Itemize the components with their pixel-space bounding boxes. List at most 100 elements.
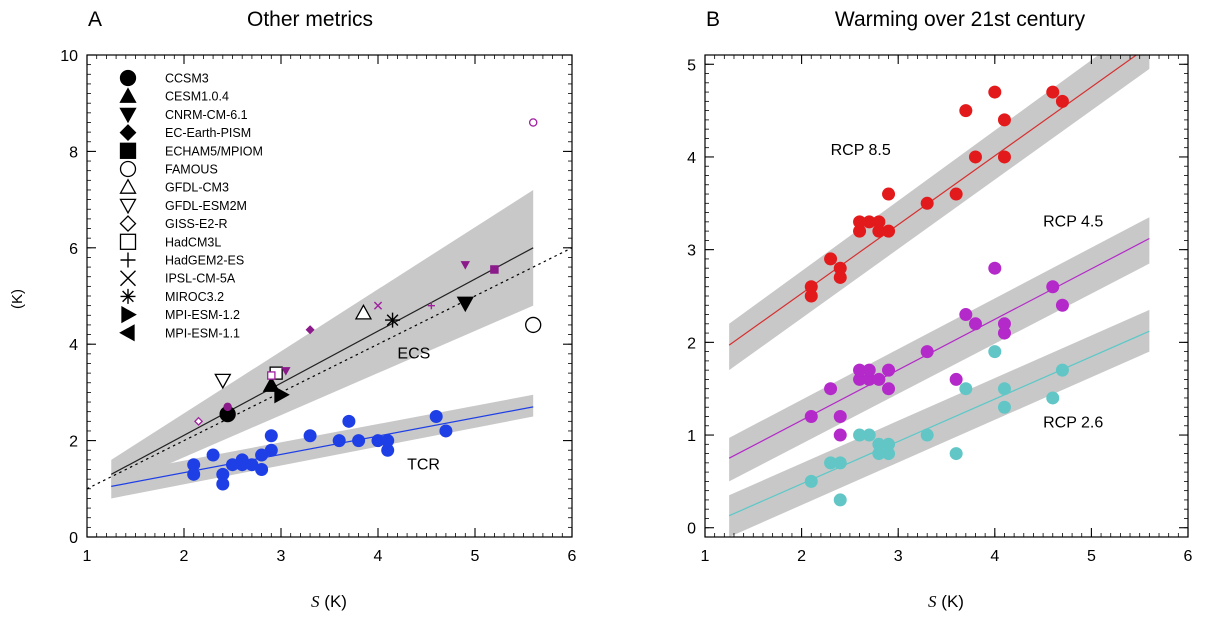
legend-cesm1-0-4-label: CESM1.0.4 [165, 90, 229, 104]
legend-ipsl-cm-5a-icon [120, 270, 136, 287]
legend-giss-e2-r-label: GISS-E2-R [165, 217, 228, 231]
x-tick-label: 2 [180, 548, 189, 565]
tcr-point [245, 458, 259, 472]
legend-hadcm3l-icon [119, 233, 137, 250]
rcp-2-6-point [862, 428, 876, 442]
rcp-4-5-point [959, 308, 973, 322]
rcp-4-5-point [997, 317, 1011, 331]
tcr-point [303, 429, 317, 443]
tcr-point [255, 463, 269, 477]
legend-miroc3-2-label: MIROC3.2 [165, 290, 224, 304]
panel-b-points [804, 85, 1069, 507]
rcp26-series-label: RCP 2.6 [1043, 415, 1103, 432]
rcp-4-5-point [833, 428, 847, 442]
rcp-8-5-point [997, 113, 1011, 127]
legend-hadgem2-es-icon [120, 252, 136, 268]
panel-a-points [187, 118, 542, 491]
ecs-point-gfdl-cm3 [354, 304, 373, 320]
y-tick-label: 0 [687, 521, 696, 538]
rcp-4-5-point [853, 372, 867, 386]
rcp-4-5-point [949, 372, 963, 386]
tcr-point [206, 448, 220, 462]
rcp-2-6-point [988, 345, 1002, 359]
legend-cesm1-0-4-icon [119, 87, 137, 103]
legend-echam5-mpiom-label: ECHAM5/MPIOM [165, 144, 263, 158]
rcp-8-5-point [833, 270, 847, 284]
ecs-series-label: ECS [397, 346, 430, 363]
panel-a-fit-lines [86, 247, 573, 490]
rcp-8-5-point [959, 104, 973, 118]
rcp-4-5-point [882, 363, 896, 377]
panel-a-x-axis-label: S (K) [311, 592, 347, 611]
legend-hadcm3l-label: HadCM3L [165, 235, 221, 249]
legend-gfdl-esm2m-label: GFDL-ESM2M [165, 199, 247, 213]
ecs-point-cnrm-cm-6-1 [281, 367, 291, 376]
ecs-point-cnrm-cm-6-1 [460, 261, 471, 270]
x-tick-label: 1 [83, 548, 92, 565]
x-tick-label: 1 [701, 548, 710, 565]
rcp-8-5-point [804, 280, 818, 294]
ecs-point-ipsl-cm-5a [373, 301, 383, 310]
y-tick-label: 6 [69, 241, 78, 258]
x-axis-unit: (K) [324, 592, 347, 611]
panel-b: B Warming over 21st century S (K) RCP 8.… [687, 8, 1192, 611]
legend-famous-label: FAMOUS [165, 163, 218, 177]
rcp-4-5-point [988, 261, 1002, 275]
rcp-4-5-point [1046, 280, 1060, 294]
tcr-point [381, 434, 395, 448]
rcp-2-6-point [853, 428, 867, 442]
rcp-4-5-point [862, 363, 876, 377]
legend-ccsm3-label: CCSM3 [165, 72, 209, 86]
rcp-2-6-fit-line [728, 330, 1150, 517]
panel-b-confidence-bands [729, 55, 1150, 537]
ecs-point-echam5-mpiom [490, 265, 499, 274]
panel-a-y-axis-label: (K) [9, 289, 26, 309]
legend-miroc3-2-icon [120, 288, 136, 304]
legend-cnrm-cm-6-1-label: CNRM-CM-6.1 [165, 108, 248, 122]
legend-mpi-esm-1-1-label: MPI-ESM-1.1 [165, 326, 240, 340]
tcr-point [216, 467, 230, 481]
legend-mpi-esm-1-2-label: MPI-ESM-1.2 [165, 308, 240, 322]
tcr-point [429, 410, 443, 423]
tcr-point [352, 434, 366, 448]
x-tick-label: 5 [471, 548, 480, 565]
rcp-2-6-point [882, 447, 896, 461]
tcr-point [264, 429, 278, 443]
ecs-point-mpi-esm-1-2 [274, 386, 290, 404]
rcp-2-6-point [959, 382, 973, 396]
legend-mpi-esm-1-2-icon [121, 305, 137, 324]
legend-ipsl-cm-5a-label: IPSL-CM-5A [165, 272, 236, 286]
tcr-series-label: TCR [407, 457, 440, 474]
panel-b-fit-lines [728, 55, 1150, 517]
ecs-point-cnrm-cm-6-1 [456, 296, 474, 313]
legend-gfdl-esm2m-icon [119, 198, 137, 215]
rcp-8-5-point [988, 85, 1002, 99]
tcr-point [235, 453, 249, 467]
y-tick-label: 2 [69, 434, 78, 451]
x-tick-label: 3 [277, 548, 286, 565]
ecs-point-hadcm3l [267, 371, 276, 380]
ecs-point-giss-e2-r [194, 416, 204, 426]
legend-ec-earth-pism-icon [119, 124, 137, 142]
tcr-point [371, 434, 385, 448]
rcp-2-6-point [949, 447, 963, 461]
rcp-4-5-point [824, 382, 838, 396]
x-axis-symbol: S [928, 592, 937, 611]
y-tick-label: 5 [687, 57, 696, 74]
rcp-4-5-point [853, 363, 867, 377]
rcp85-series-label: RCP 8.5 [831, 142, 891, 159]
rcp-2-6-point [824, 456, 838, 470]
tcr-point [264, 443, 278, 457]
rcp-2-6-point [1046, 391, 1060, 405]
rcp-4-5-point [920, 345, 934, 359]
rcp-8-5-point [824, 252, 838, 266]
panel-a-letter: A [88, 8, 102, 31]
y-tick-label: 8 [69, 144, 78, 161]
rcp-4-5-point [804, 410, 818, 423]
rcp-8-5-point [968, 150, 982, 164]
x-tick-label: 4 [990, 548, 999, 565]
tcr-point [381, 443, 395, 457]
rcp-2-6-point [997, 400, 1011, 414]
rcp-8-5-confidence-band [729, 55, 1150, 371]
rcp-2-6-point [872, 437, 886, 451]
